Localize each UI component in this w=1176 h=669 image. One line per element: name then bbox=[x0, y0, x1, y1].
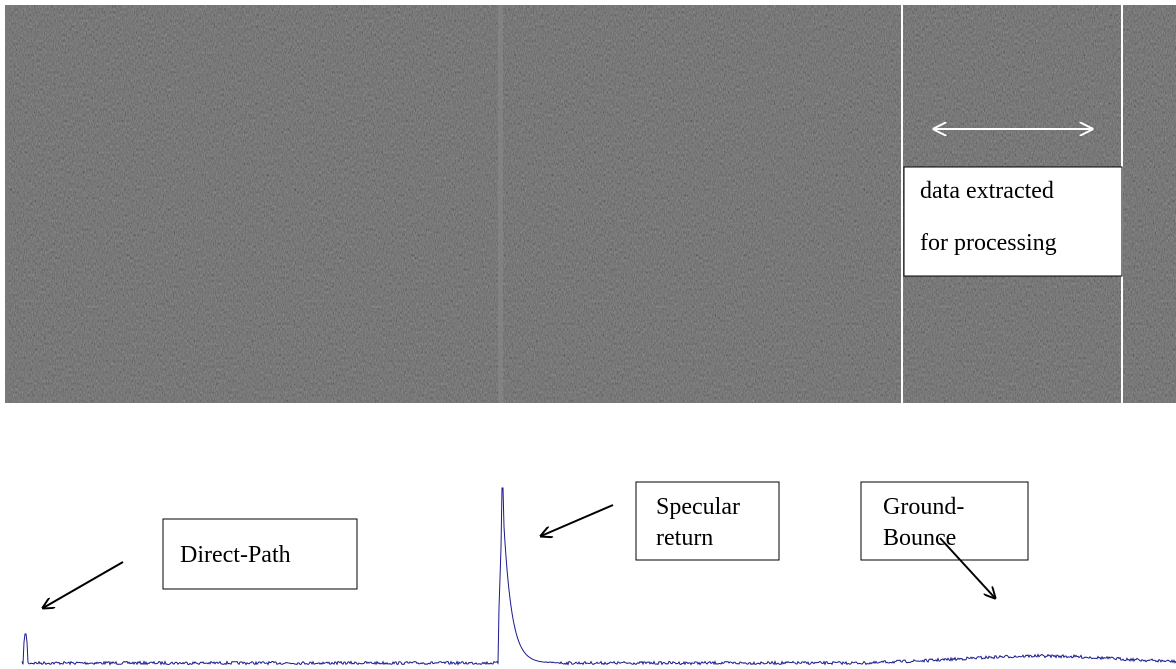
image-streak bbox=[5, 5, 9, 403]
label-text: Specular bbox=[656, 494, 740, 520]
radar-image: data extracted for processing bbox=[5, 5, 1176, 403]
label-text: data extracted bbox=[920, 178, 1054, 204]
label-text: Direct-Path bbox=[180, 542, 291, 568]
figure: data extracted for processing Direct-Pat… bbox=[0, 0, 1176, 669]
label-text: for processing bbox=[920, 230, 1057, 256]
image-streak bbox=[498, 5, 503, 403]
waveform: Direct-Path Specular return Ground- Boun… bbox=[22, 482, 1176, 665]
label-text: Bounce bbox=[883, 525, 956, 551]
label-text: Ground- bbox=[883, 494, 964, 520]
arrow bbox=[43, 562, 123, 608]
arrow bbox=[541, 505, 613, 536]
label-text: return bbox=[656, 525, 713, 551]
